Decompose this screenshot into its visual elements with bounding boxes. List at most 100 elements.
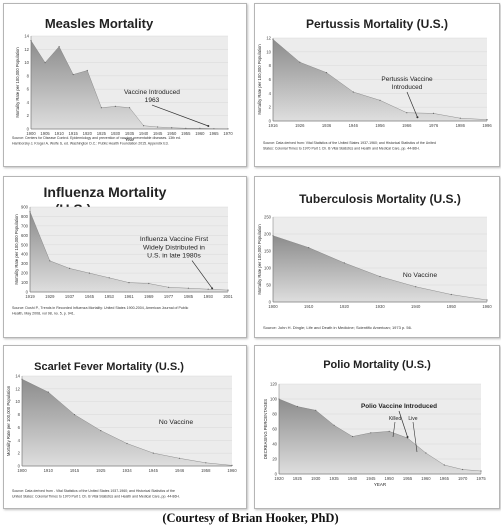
- x-tick-label: 1915: [70, 468, 80, 473]
- x-tick-label: 1965: [440, 476, 450, 481]
- y-tick-label: 2: [27, 113, 30, 118]
- data-point: [227, 289, 229, 291]
- data-point: [72, 73, 74, 76]
- chart-svg: Pertussis Mortality (U.S.) 0 2 4 6 8 10 12 1916 1…: [257, 17, 492, 151]
- annotation-arrow: [191, 260, 213, 289]
- data-point: [100, 107, 102, 109]
- x-tick-label: 1936: [322, 123, 332, 128]
- data-point: [58, 46, 60, 48]
- x-tick-label: 1960: [421, 476, 431, 481]
- y-tick-label: 12: [15, 386, 20, 391]
- x-tick-label: 1977: [164, 294, 174, 299]
- y-tick-label: 2: [18, 451, 21, 456]
- annotation-arrowhead: [416, 116, 419, 119]
- x-tick-label: 1961: [124, 294, 134, 299]
- x-tick-label: 1934: [122, 468, 132, 473]
- y-tick-label: 20: [272, 457, 277, 462]
- annotation-arrow: [412, 421, 418, 453]
- data-point: [148, 282, 150, 285]
- annotation-subtext: Live: [408, 416, 417, 422]
- y-tick-label: 8: [27, 73, 30, 78]
- annotation-text: Vaccine Introduced: [124, 89, 180, 96]
- data-point: [299, 61, 301, 63]
- x-tick-label: 1925: [293, 476, 303, 481]
- data-point: [459, 117, 461, 119]
- x-tick-label: 1930: [111, 131, 121, 136]
- data-point: [480, 470, 482, 472]
- annotation-arrow: [398, 410, 408, 438]
- series-area: [272, 235, 488, 303]
- figure-caption: (Courtesy of Brian Hooker, PhD): [162, 511, 339, 525]
- x-tick-label: 1945: [153, 131, 163, 136]
- data-point: [296, 405, 298, 408]
- y-tick-label: 150: [264, 249, 272, 254]
- data-point: [128, 282, 130, 284]
- y-tick-label: 0: [269, 119, 272, 124]
- y-tick-label: 100: [270, 397, 278, 402]
- annotation-text: No Vaccine: [403, 272, 437, 279]
- x-tick-label: 1937: [65, 294, 75, 299]
- data-point: [370, 432, 372, 434]
- y-tick-label: 120: [270, 382, 278, 387]
- x-tick-label: 1925: [97, 131, 107, 136]
- y-tick-label: 600: [21, 233, 29, 238]
- data-point: [379, 275, 381, 278]
- y-tick-label: 8: [18, 412, 21, 417]
- x-tick-label: 1919: [25, 294, 35, 299]
- x-tick-label: 1996: [482, 123, 492, 128]
- annotation-text: Polio Vaccine Introduced: [361, 403, 437, 410]
- data-point: [388, 430, 390, 432]
- source-note: Hamborsky J, Kroger A, Wolfe S, ed. Wash…: [12, 142, 169, 146]
- data-point: [185, 127, 187, 129]
- x-tick-label: 1950: [167, 131, 177, 136]
- chart-title: Influenza Mortality: [44, 184, 167, 200]
- x-tick-label: 1950: [385, 476, 395, 481]
- source-note: Health, May 2008, vol 98, no. 5, p. 941.: [12, 312, 75, 316]
- x-tick-label: 1920: [274, 476, 284, 481]
- y-axis-label: Mortality Rate per 100,000 Population: [15, 47, 20, 118]
- x-tick-label: 1945: [366, 476, 376, 481]
- annotation-text: Pertussis Vaccine: [381, 76, 433, 83]
- x-tick-label: 1950: [447, 304, 457, 309]
- x-tick-label: 1970: [458, 476, 468, 481]
- chart-title: Tuberculosis Mortality (U.S.): [299, 192, 461, 206]
- chart-title: Scarlet Fever Mortality (U.S.): [34, 361, 184, 373]
- annotation-arrowhead: [406, 436, 409, 438]
- x-tick-label: 1975: [476, 476, 486, 481]
- x-tick-label: 2001: [223, 294, 233, 299]
- y-tick-label: 6: [27, 87, 30, 92]
- y-tick-label: 10: [266, 49, 271, 54]
- y-tick-label: 12: [266, 36, 271, 41]
- y-tick-label: 80: [272, 412, 277, 417]
- annotation-arrow: [151, 104, 209, 127]
- y-tick-label: 800: [21, 214, 29, 219]
- x-tick-label: 1946: [175, 468, 185, 473]
- data-point: [73, 414, 76, 416]
- y-tick-label: 2: [269, 105, 272, 110]
- series-area: [29, 211, 229, 293]
- x-tick-label: 1940: [348, 476, 358, 481]
- x-tick-label: 1969: [144, 294, 154, 299]
- y-tick-label: 10: [15, 399, 20, 404]
- data-point: [486, 299, 488, 301]
- x-tick-label: 1946: [349, 123, 359, 128]
- x-tick-label: 1900: [268, 304, 278, 309]
- y-tick-label: 4: [18, 438, 21, 443]
- data-point: [143, 125, 145, 127]
- chart-title: Measles Mortality: [45, 16, 154, 31]
- x-tick-label: 1945: [149, 468, 159, 473]
- x-tick-label: 1926: [295, 123, 305, 128]
- y-tick-label: 900: [21, 205, 29, 210]
- y-axis-label: Mortality Rate per 100,000 Population: [257, 224, 262, 295]
- data-point: [432, 112, 435, 114]
- data-point: [486, 119, 488, 121]
- data-point: [351, 435, 354, 438]
- data-point: [333, 424, 335, 426]
- chart-title: Polio Mortality (U.S.): [323, 359, 431, 371]
- y-tick-label: 300: [21, 261, 29, 266]
- source-note: Source: Doshi P., Trends in Recorded Inf…: [12, 306, 189, 310]
- x-tick-label: 1955: [181, 131, 191, 136]
- x-tick-label: 1960: [482, 304, 492, 309]
- x-tick-label: 1929: [45, 294, 55, 299]
- y-tick-label: 0: [27, 127, 30, 132]
